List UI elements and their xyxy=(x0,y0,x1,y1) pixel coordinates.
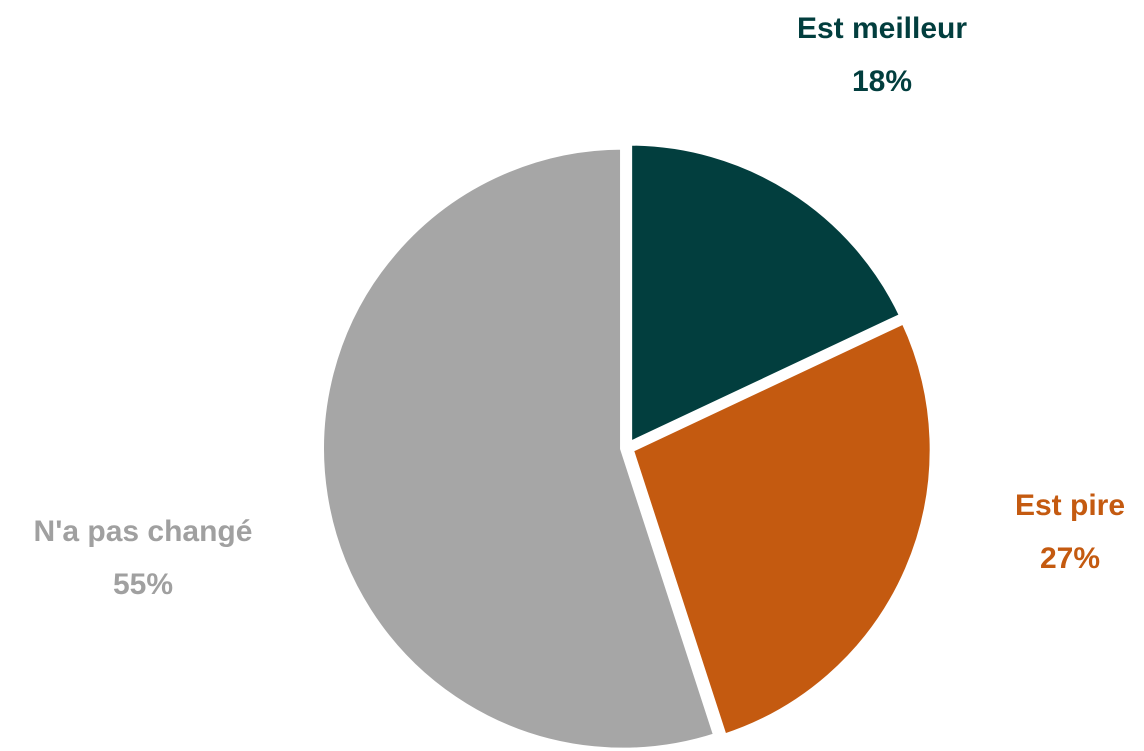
slice-value-label: 55% xyxy=(113,568,173,601)
slice-value-label: 18% xyxy=(852,65,912,98)
slice-category-label: Est meilleur xyxy=(797,12,967,45)
slice-value-label: 27% xyxy=(1040,542,1100,575)
pie-slice xyxy=(318,143,721,751)
slice-category-label: Est pire xyxy=(1015,489,1125,522)
pie-slice xyxy=(626,139,907,450)
pie-slice xyxy=(627,317,936,741)
slice-category-label: N'a pas changé xyxy=(34,515,253,548)
